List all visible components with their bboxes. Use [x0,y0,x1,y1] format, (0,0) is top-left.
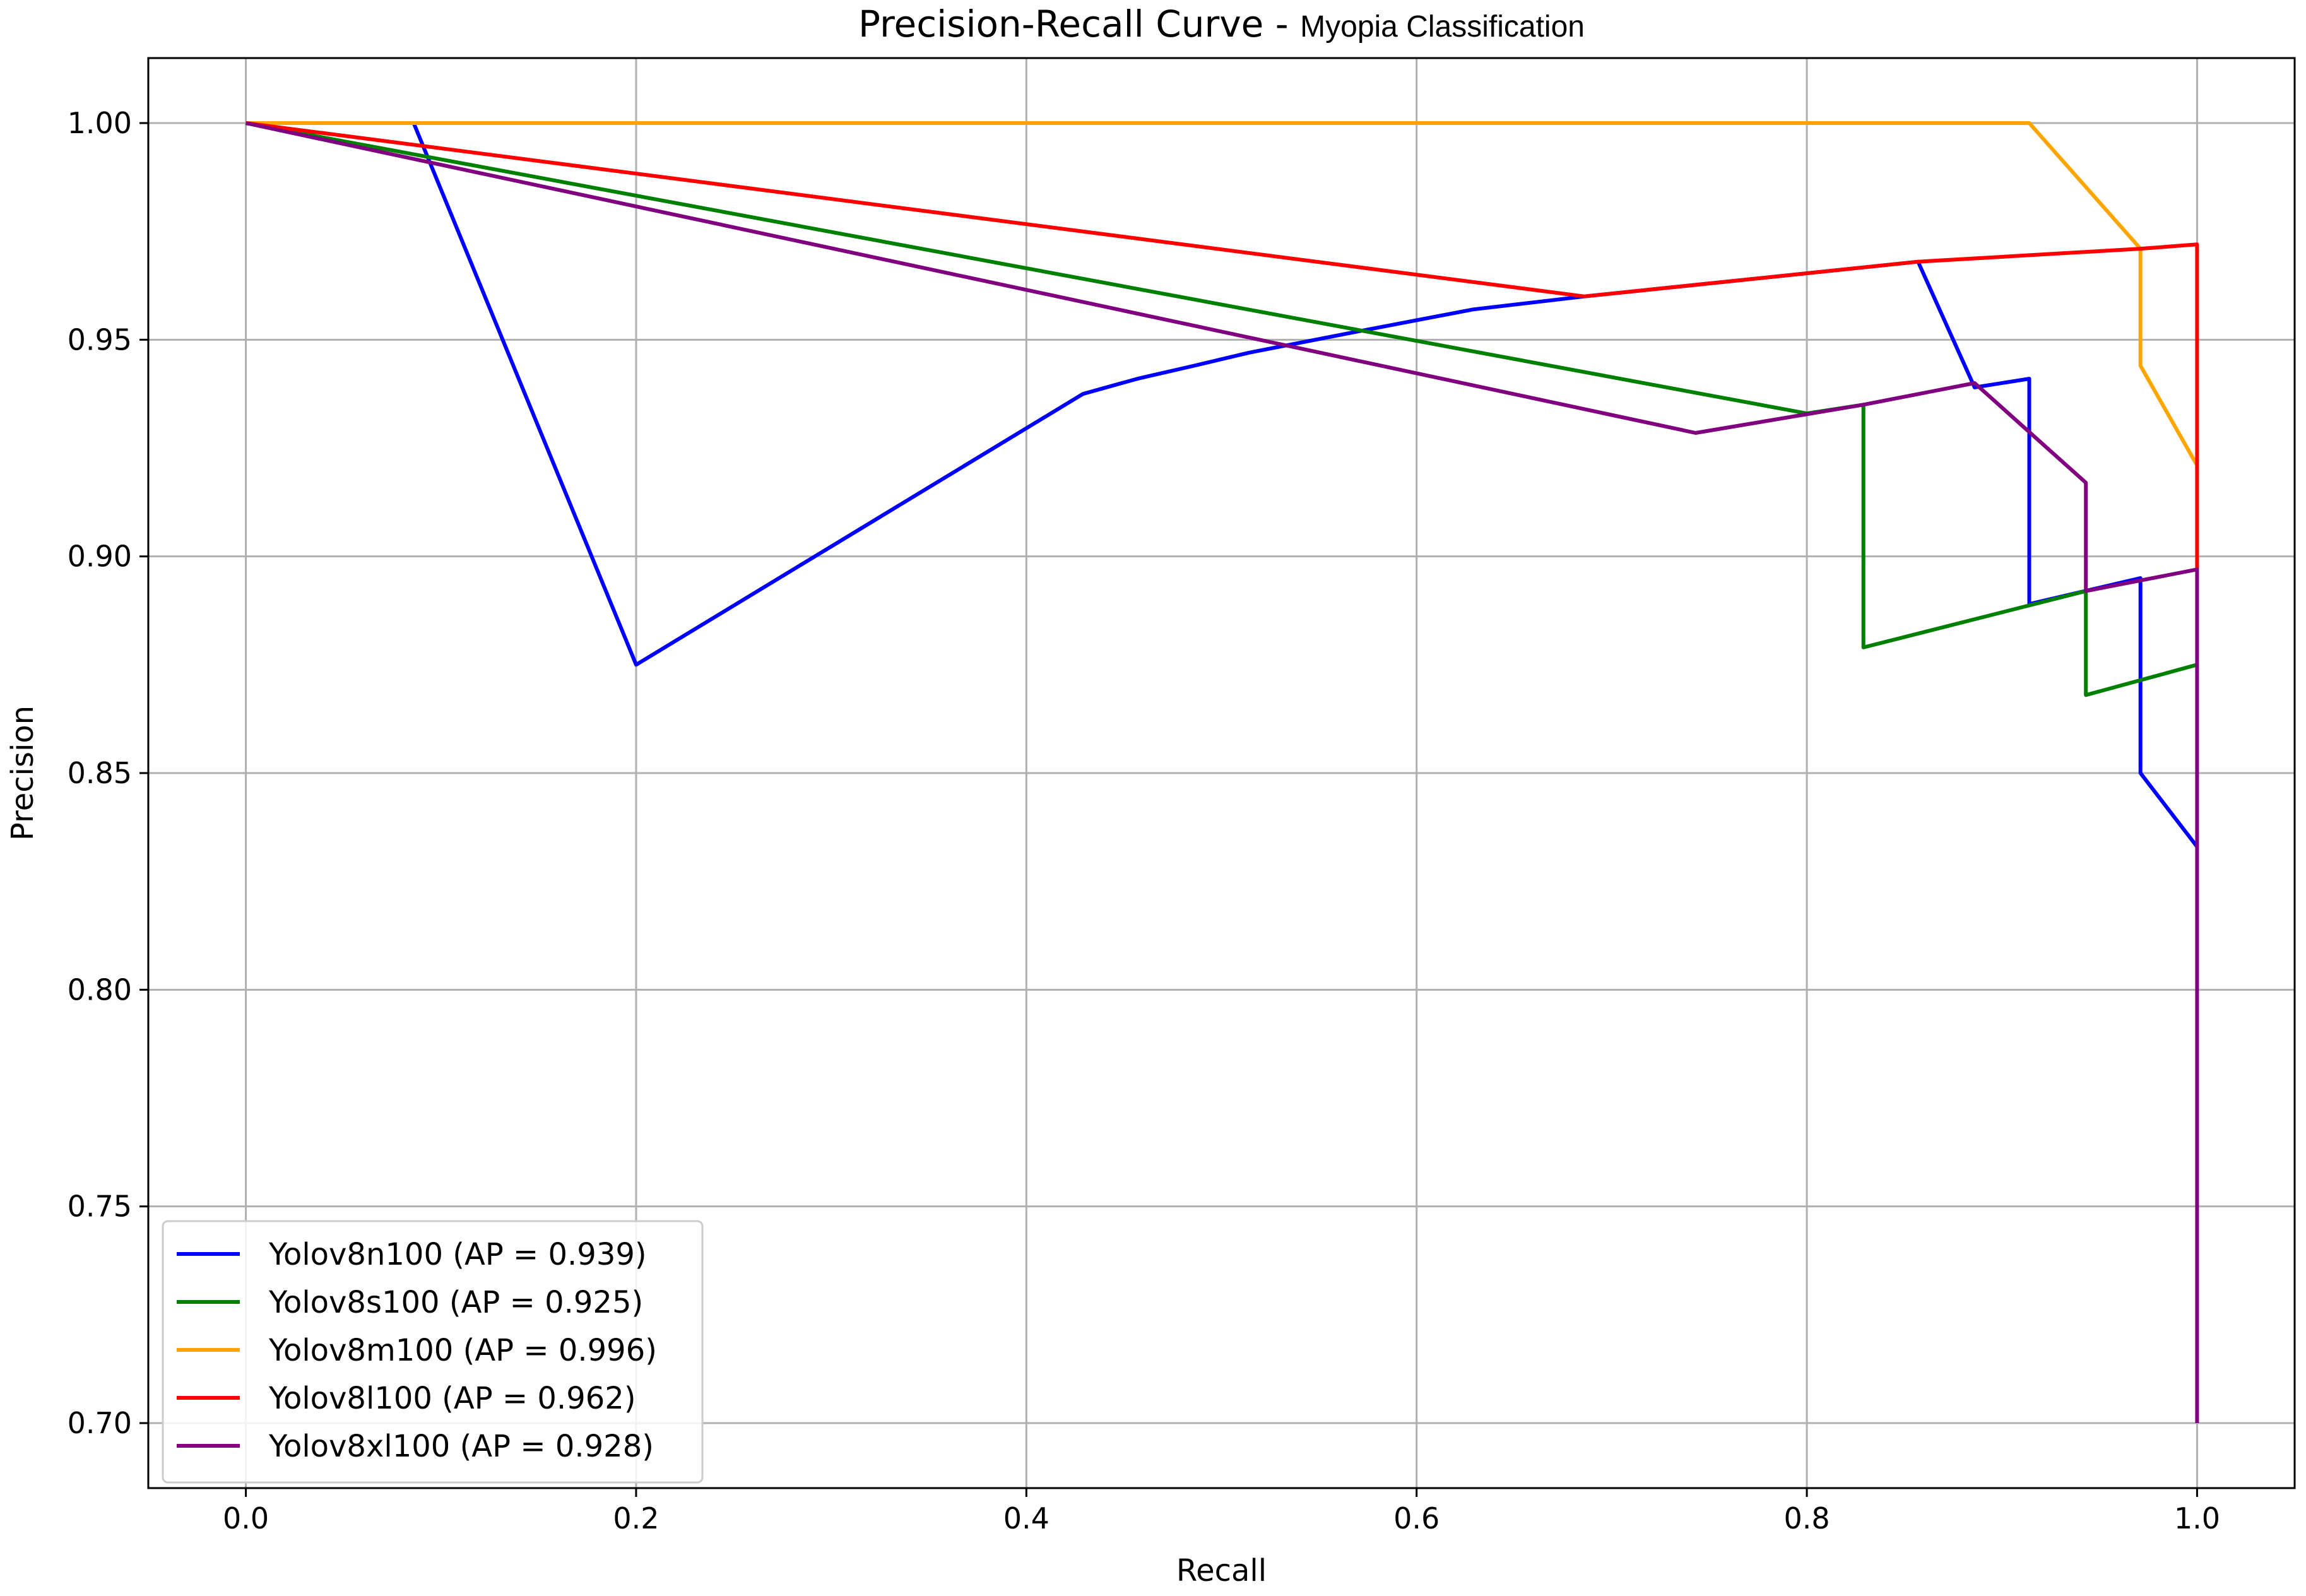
x-tick-label: 0.0 [223,1501,269,1535]
y-axis-label: Precision [5,706,40,841]
y-tick-label: 0.70 [68,1406,132,1440]
legend-label-2: Yolov8s100 (AP = 0.925) [268,1285,643,1320]
y-tick-label: 0.90 [68,540,132,574]
chart-title-main: Precision-Recall Curve [858,3,1263,45]
legend-label-1: Yolov8n100 (AP = 0.939) [268,1237,647,1272]
tick-layer: 0.0 0.2 0.4 0.6 0.8 1.0 0.70 0.75 0.80 0.85 0.90 0.… [68,106,2220,1535]
series-line-4 [245,121,2199,570]
series-line-5 [245,121,2199,1423]
legend-label-4: Yolov8l100 (AP = 0.962) [268,1381,636,1416]
chart-subtitle: Myopia Classification [1300,10,1585,44]
legend-box [162,1220,704,1484]
legend: Yolov8n100 (AP = 0.939) Yolov8s100 (AP = … [162,1220,704,1484]
y-tick-label: 0.95 [68,322,132,357]
chart-title-separator: - [1263,3,1300,45]
legend-label-3: Yolov8m100 (AP = 0.996) [268,1333,657,1368]
x-tick-label: 0.6 [1393,1501,1440,1535]
x-axis-label: Recall [1176,1553,1267,1588]
x-tick-label: 0.4 [1003,1501,1050,1535]
y-tick-label: 0.85 [68,756,132,790]
chart-title: Precision-Recall Curve - Myopia Classifi… [858,3,1585,45]
x-tick-label: 0.2 [613,1501,659,1535]
y-tick-label: 0.80 [68,972,132,1007]
y-tick-label: 1.00 [68,106,132,140]
legend-label-5: Yolov8xl100 (AP = 0.928) [268,1429,654,1464]
x-tick-label: 1.0 [2174,1501,2220,1535]
x-tick-label: 0.8 [1783,1501,1830,1535]
series-layer [245,121,2199,1423]
y-tick-label: 0.75 [68,1190,132,1224]
grid-layer [148,58,2295,1488]
